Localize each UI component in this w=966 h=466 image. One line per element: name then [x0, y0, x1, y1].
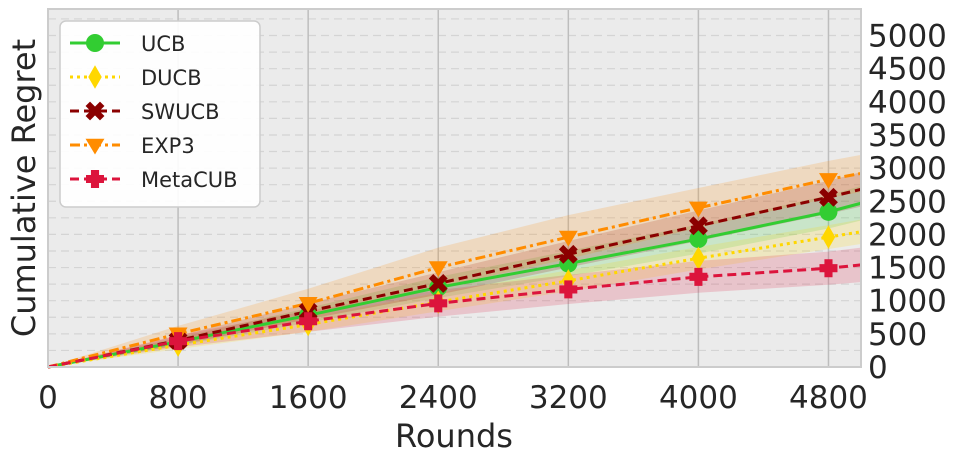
x-tick-labels: 0 800 1600 2400 3200 4000 4800 — [38, 380, 868, 416]
marker-metacub — [169, 332, 188, 351]
marker-metacub — [819, 259, 838, 278]
legend-item-ucb: UCB — [70, 32, 185, 56]
legend-item-metacub: MetaCUB — [70, 168, 238, 192]
legend-marker — [86, 34, 104, 52]
marker-exp3 — [688, 201, 708, 218]
marker-swucb — [428, 274, 448, 293]
line-exp3 — [47, 171, 862, 369]
legend-item-swucb: SWUCB — [70, 100, 220, 124]
marker-swucb — [819, 187, 838, 207]
plot-frame — [47, 8, 862, 368]
marker-exp3 — [428, 261, 448, 278]
legend-marker — [88, 65, 102, 89]
band-swucb — [48, 172, 861, 367]
legend-marker — [85, 138, 105, 155]
x-tick-label: 800 — [148, 380, 207, 416]
y-tick-label: 0 — [868, 350, 888, 386]
y-tick-label: 2000 — [868, 217, 947, 253]
x-stroke — [688, 216, 708, 236]
marker-exp3 — [819, 173, 838, 189]
legend-item-ducb: DUCB — [70, 65, 202, 90]
band-ducb — [48, 219, 861, 367]
y-axis-label: Cumulative Regret — [5, 39, 43, 337]
y-tick-label: 1500 — [868, 251, 947, 287]
marker-metacub — [429, 294, 448, 313]
x-stroke — [819, 187, 838, 207]
band-ucb — [48, 186, 861, 367]
y-tick-label: 2500 — [868, 184, 947, 220]
marker-metacub — [689, 267, 708, 286]
x-tick-label: 1600 — [269, 380, 348, 416]
legend-marker — [85, 101, 105, 121]
band-exp3 — [48, 154, 861, 367]
confidence-bands — [48, 154, 861, 367]
legend-label: UCB — [141, 32, 185, 56]
line-swucb — [47, 187, 862, 369]
y-tick-label: 500 — [868, 317, 927, 353]
y-tick-label: 1000 — [868, 284, 947, 320]
series-lines — [47, 171, 862, 369]
x-stroke — [558, 244, 578, 264]
legend-label: EXP3 — [141, 134, 195, 158]
x-stroke — [85, 101, 105, 121]
marker-ucb — [819, 202, 838, 221]
x-axis-label: Rounds — [395, 417, 513, 455]
y-tick-label: 5000 — [868, 19, 947, 55]
marker-exp3 — [298, 297, 318, 313]
legend: UCB DUCB SWUCB EXP3 MetaCUB — [59, 20, 261, 208]
x-tick-label: 3200 — [529, 380, 608, 416]
marker-metacub — [559, 280, 578, 299]
legend-marker — [86, 170, 104, 188]
x-stroke — [428, 274, 448, 293]
legend-label: DUCB — [141, 66, 202, 90]
marker-ducb — [691, 246, 706, 270]
x-tick-label: 4800 — [789, 380, 868, 416]
y-tick-label: 3000 — [868, 151, 947, 187]
marker-swucb — [558, 244, 578, 264]
x-tick-label: 2400 — [399, 380, 478, 416]
band-metacub — [48, 247, 861, 367]
y-tick-label: 3500 — [868, 118, 947, 154]
x-tick-label: 0 — [38, 380, 58, 416]
y-tick-label: 4500 — [868, 52, 947, 88]
series-markers — [168, 173, 838, 357]
marker-exp3 — [558, 230, 578, 247]
line-metacub — [47, 263, 862, 369]
marker-ducb — [821, 225, 836, 249]
marker-metacub — [299, 312, 318, 331]
legend-item-exp3: EXP3 — [70, 134, 195, 158]
legend-label: MetaCUB — [141, 168, 238, 192]
marker-swucb — [688, 216, 708, 236]
x-tick-label: 4000 — [659, 380, 738, 416]
legend-label: SWUCB — [141, 100, 220, 124]
legend-box — [59, 20, 261, 208]
y-tick-label: 4000 — [868, 85, 947, 121]
